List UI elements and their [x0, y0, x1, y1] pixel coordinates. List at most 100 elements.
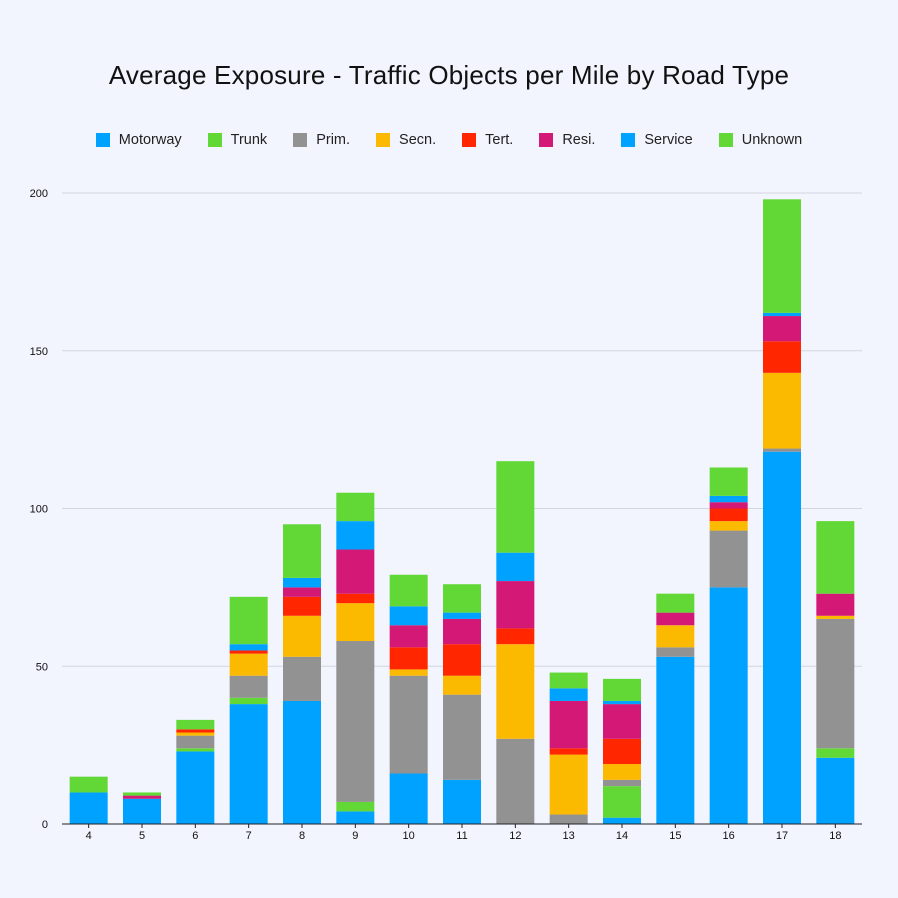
bar-segment-unknown-6 — [176, 719, 215, 730]
bar-segment-trunk-7 — [229, 697, 268, 705]
bar-segment-prim-9 — [336, 641, 375, 802]
chart-title: Average Exposure - Traffic Objects per M… — [108, 60, 790, 90]
x-tick-label: 15 — [669, 830, 681, 842]
bar-segment-prim-17 — [763, 448, 801, 452]
bar-segment-secn-11 — [443, 675, 481, 695]
legend-swatch — [207, 133, 222, 147]
x-tick-label: 14 — [616, 830, 628, 842]
bar-segment-tert-8 — [283, 596, 321, 616]
bar-segment-service-9 — [336, 521, 375, 550]
bar-segment-motorway-16 — [709, 587, 748, 824]
x-tick-label: 10 — [403, 830, 415, 842]
bar-segment-prim-10 — [389, 675, 428, 774]
bar-segment-unknown-17 — [763, 199, 801, 313]
bar-segment-prim-11 — [443, 694, 481, 780]
y-tick-label: 50 — [36, 661, 48, 673]
x-tick-label: 18 — [829, 830, 841, 842]
legend-label: Trunk — [230, 132, 268, 148]
bar-segment-prim-18 — [816, 618, 855, 749]
bar-segment-unknown-7 — [229, 596, 268, 645]
legend-item-unknown: Unknown — [718, 132, 803, 148]
bar-segment-prim-12 — [496, 738, 535, 824]
bar-segment-resi-14 — [603, 704, 641, 739]
bar-segment-motorway-18 — [816, 757, 855, 824]
legend-swatch — [621, 133, 636, 147]
bar-segment-secn-10 — [389, 669, 428, 676]
bar-segment-service-17 — [763, 312, 801, 317]
legend-item-service: Service — [621, 132, 693, 148]
bar-segment-tert-11 — [443, 644, 481, 676]
chart-legend: Motorway Trunk Prim. Secn. Tert. Resi. Service… — [0, 132, 898, 148]
legend-swatch — [462, 133, 477, 147]
bar-segment-unknown-9 — [336, 492, 375, 522]
bar-segment-unknown-4 — [69, 776, 108, 793]
bar-segment-service-14 — [603, 700, 641, 705]
bar-segment-service-10 — [389, 606, 428, 626]
bar-segment-unknown-12 — [496, 461, 535, 553]
bar-segment-tert-16 — [709, 508, 748, 522]
x-tick-label: 16 — [723, 830, 735, 842]
bar-segment-secn-18 — [816, 615, 855, 619]
bar-segment-service-8 — [283, 577, 321, 588]
legend-label: Resi. — [562, 132, 596, 148]
x-tick-label: 13 — [563, 830, 575, 842]
bar-segment-tert-14 — [603, 738, 641, 765]
bar-segment-resi-16 — [709, 502, 748, 509]
x-tick-label: 8 — [299, 830, 305, 842]
bar-segment-unknown-13 — [549, 672, 588, 689]
bar-segment-resi-13 — [549, 700, 588, 749]
bar-segment-secn-17 — [763, 372, 801, 449]
bar-segment-unknown-11 — [443, 584, 481, 613]
legend-item-tert: Tert. — [462, 132, 513, 148]
bar-segment-secn-16 — [709, 521, 748, 531]
bar-segment-prim-14 — [603, 779, 641, 787]
x-tick-label: 4 — [86, 830, 92, 842]
bar-segment-resi-17 — [763, 316, 801, 342]
legend-label: Motorway — [118, 132, 182, 148]
bar-segment-prim-7 — [229, 675, 268, 698]
legend-item-prim: Prim. — [293, 132, 350, 148]
y-tick-label: 200 — [30, 188, 48, 200]
bar-segment-unknown-15 — [656, 593, 695, 613]
bar-segment-motorway-4 — [69, 792, 108, 824]
y-tick-label: 100 — [30, 504, 48, 516]
legend-label: Tert. — [485, 132, 514, 148]
bar-segment-motorway-14 — [603, 817, 641, 824]
x-tick-label: 12 — [509, 830, 521, 842]
bar-segment-service-16 — [709, 495, 748, 503]
legend-label: Secn. — [399, 132, 437, 148]
bar-segment-tert-6 — [176, 729, 215, 733]
bar-segment-resi-10 — [389, 625, 428, 648]
bar-segment-motorway-7 — [229, 704, 268, 824]
bar-segment-resi-11 — [443, 618, 481, 645]
legend-label: Prim. — [316, 132, 351, 148]
bar-segment-motorway-10 — [389, 773, 428, 824]
bar-segment-unknown-8 — [283, 524, 321, 578]
bar-segment-prim-8 — [283, 656, 321, 701]
bar-segment-resi-5 — [123, 795, 161, 799]
legend-swatch — [718, 133, 733, 147]
y-tick-label: 150 — [30, 346, 48, 358]
bar-segment-prim-15 — [656, 647, 695, 657]
bar-segment-unknown-10 — [389, 574, 428, 607]
bar-segment-secn-8 — [283, 615, 321, 657]
bar-segment-secn-14 — [603, 764, 641, 780]
bar-segment-trunk-9 — [336, 801, 375, 812]
bar-segment-secn-9 — [336, 603, 375, 642]
bar-segment-resi-18 — [816, 593, 855, 616]
legend-swatch — [293, 133, 308, 147]
x-tick-label: 9 — [352, 830, 358, 842]
bar-segment-trunk-14 — [603, 786, 641, 818]
legend-swatch — [376, 133, 391, 147]
bar-segment-motorway-11 — [443, 779, 481, 824]
bar-segment-resi-12 — [496, 581, 535, 629]
bar-segment-tert-7 — [229, 650, 268, 654]
bar-segment-tert-17 — [763, 341, 801, 373]
legend-label: Unknown — [741, 132, 803, 148]
bar-segment-motorway-9 — [336, 811, 375, 824]
bar-segment-service-12 — [496, 552, 535, 582]
legend-item-resi: Resi. — [539, 132, 595, 148]
bar-segment-tert-10 — [389, 647, 428, 670]
bar-segment-motorway-5 — [123, 798, 161, 824]
bar-segment-trunk-6 — [176, 748, 215, 752]
